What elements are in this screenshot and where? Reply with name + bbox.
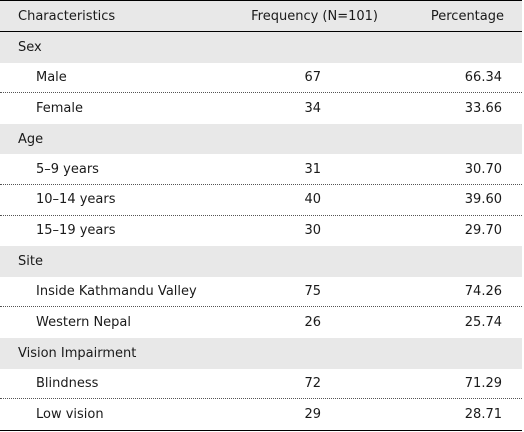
row-percentage: 30.70 <box>464 161 502 177</box>
row-percentage: 39.60 <box>464 192 502 208</box>
row-frequency: 30 <box>304 223 321 239</box>
header-frequency: Frequency (N=101) <box>251 8 378 24</box>
table-row: Western Nepal 26 25.74 <box>0 307 522 338</box>
row-frequency: 72 <box>304 375 321 391</box>
table-row: 5–9 years 31 30.70 <box>0 154 522 185</box>
row-percentage: 29.70 <box>464 223 502 239</box>
row-percentage: 25.74 <box>464 315 502 331</box>
group-label: Sex <box>18 39 42 55</box>
row-frequency: 40 <box>304 192 321 208</box>
row-label: 5–9 years <box>36 161 99 177</box>
row-percentage: 28.71 <box>464 406 502 422</box>
row-label: Male <box>36 69 67 85</box>
table-header-row: Characteristics Frequency (N=101) Percen… <box>0 0 522 32</box>
row-percentage: 71.29 <box>464 375 502 391</box>
row-label: 15–19 years <box>36 223 116 239</box>
table-row: 15–19 years 30 29.70 <box>0 215 522 247</box>
table-row: Inside Kathmandu Valley 75 74.26 <box>0 276 522 308</box>
group-row-vision-impairment: Vision Impairment <box>0 337 522 369</box>
row-label: Low vision <box>36 406 104 422</box>
row-percentage: 33.66 <box>464 100 502 116</box>
group-row-sex: Sex <box>0 32 522 63</box>
group-row-site: Site <box>0 246 522 277</box>
table-row: 10–14 years 40 39.60 <box>0 184 522 216</box>
header-characteristics: Characteristics <box>18 8 116 24</box>
row-frequency: 67 <box>304 69 321 85</box>
row-frequency: 29 <box>304 406 321 422</box>
group-label: Age <box>18 131 44 147</box>
row-label: Western Nepal <box>36 315 131 331</box>
header-percentage: Percentage <box>430 8 504 24</box>
row-frequency: 31 <box>304 161 321 177</box>
table-row: Male 67 66.34 <box>0 62 522 94</box>
group-row-age: Age <box>0 123 522 155</box>
table-row: Low vision 29 28.71 <box>0 399 522 430</box>
row-frequency: 34 <box>304 100 321 116</box>
row-percentage: 66.34 <box>464 69 502 85</box>
row-label: Blindness <box>36 375 99 391</box>
row-frequency: 75 <box>304 284 321 300</box>
table-row: Female 34 33.66 <box>0 93 522 124</box>
group-label: Vision Impairment <box>18 345 137 361</box>
row-label: Female <box>36 100 84 116</box>
group-label: Site <box>18 253 43 269</box>
table-row: Blindness 72 71.29 <box>0 368 522 400</box>
row-label: Inside Kathmandu Valley <box>36 284 197 300</box>
row-label: 10–14 years <box>36 192 116 208</box>
row-percentage: 74.26 <box>464 284 502 300</box>
row-frequency: 26 <box>304 315 321 331</box>
